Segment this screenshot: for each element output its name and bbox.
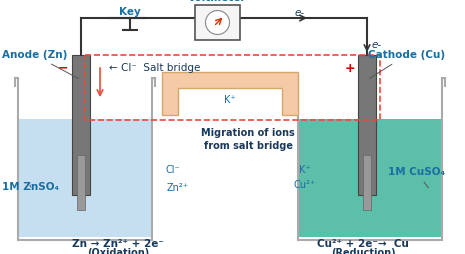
Text: (Oxidation): (Oxidation) (87, 248, 149, 254)
Text: Key: Key (119, 7, 141, 17)
Text: Anode (Zn): Anode (Zn) (2, 50, 79, 79)
Bar (85, 55, 380, 120)
Text: Cl⁻: Cl⁻ (166, 165, 180, 175)
Text: Zn²⁺: Zn²⁺ (167, 183, 189, 193)
Text: 1M CuSO₄: 1M CuSO₄ (388, 167, 445, 188)
Text: −: − (58, 61, 68, 74)
Text: ← Cl⁻  Salt bridge: ← Cl⁻ Salt bridge (109, 63, 201, 73)
Text: Zn → Zn²⁺ + 2e⁻: Zn → Zn²⁺ + 2e⁻ (72, 239, 164, 249)
Bar (363, 155, 371, 210)
Text: K⁺: K⁺ (299, 165, 311, 175)
Text: Voltmeter: Voltmeter (188, 0, 247, 3)
Bar (358, 55, 376, 195)
Bar (72, 55, 90, 195)
Text: Cu²⁺: Cu²⁺ (294, 180, 316, 190)
Bar (77, 155, 85, 210)
Text: +: + (345, 61, 355, 74)
Text: Cathode (Cu): Cathode (Cu) (368, 50, 445, 78)
Bar (195, 5, 240, 40)
Polygon shape (18, 119, 152, 237)
Polygon shape (162, 72, 298, 115)
Text: Cu²⁺ + 2e⁻→  Cu: Cu²⁺ + 2e⁻→ Cu (317, 239, 409, 249)
Polygon shape (298, 119, 442, 237)
Text: 1M ZnSO₄: 1M ZnSO₄ (2, 182, 59, 192)
Text: K⁺: K⁺ (224, 95, 236, 105)
Text: e-: e- (295, 8, 305, 18)
Text: (Reduction): (Reduction) (331, 248, 395, 254)
Text: Migration of ions
from salt bridge: Migration of ions from salt bridge (201, 128, 295, 151)
Text: e-: e- (372, 40, 382, 50)
Circle shape (206, 10, 230, 35)
